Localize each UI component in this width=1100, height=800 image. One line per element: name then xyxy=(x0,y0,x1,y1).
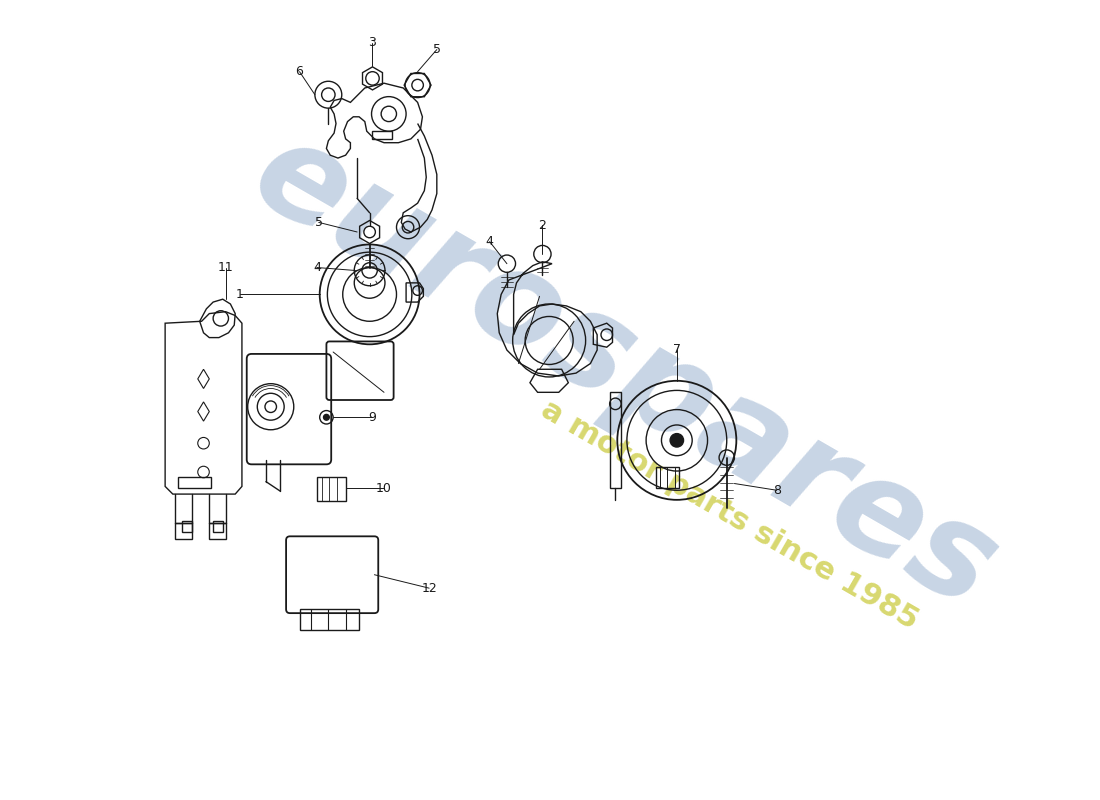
Bar xyxy=(175,523,192,539)
Text: 5: 5 xyxy=(315,216,322,229)
Bar xyxy=(209,523,226,539)
Text: 1: 1 xyxy=(236,288,244,301)
Bar xyxy=(373,131,392,139)
Text: 9: 9 xyxy=(368,410,376,424)
Text: eurospares: eurospares xyxy=(231,107,1018,635)
Text: 4: 4 xyxy=(312,261,321,274)
Bar xyxy=(177,477,211,488)
Bar xyxy=(183,521,192,533)
Bar xyxy=(213,521,222,533)
Text: 11: 11 xyxy=(218,261,233,274)
Text: 6: 6 xyxy=(296,65,304,78)
Circle shape xyxy=(323,414,329,420)
Circle shape xyxy=(670,434,683,447)
Text: 3: 3 xyxy=(368,36,376,50)
Bar xyxy=(609,392,622,488)
Bar xyxy=(299,610,359,630)
Text: 8: 8 xyxy=(772,484,781,497)
Text: 4: 4 xyxy=(486,235,494,248)
Text: 12: 12 xyxy=(421,582,437,594)
Text: a motor parts since 1985: a motor parts since 1985 xyxy=(536,395,923,635)
Text: 10: 10 xyxy=(376,482,392,495)
Text: 2: 2 xyxy=(539,218,547,232)
Text: 7: 7 xyxy=(673,342,681,356)
Text: 5: 5 xyxy=(432,43,441,56)
Bar xyxy=(317,477,345,501)
